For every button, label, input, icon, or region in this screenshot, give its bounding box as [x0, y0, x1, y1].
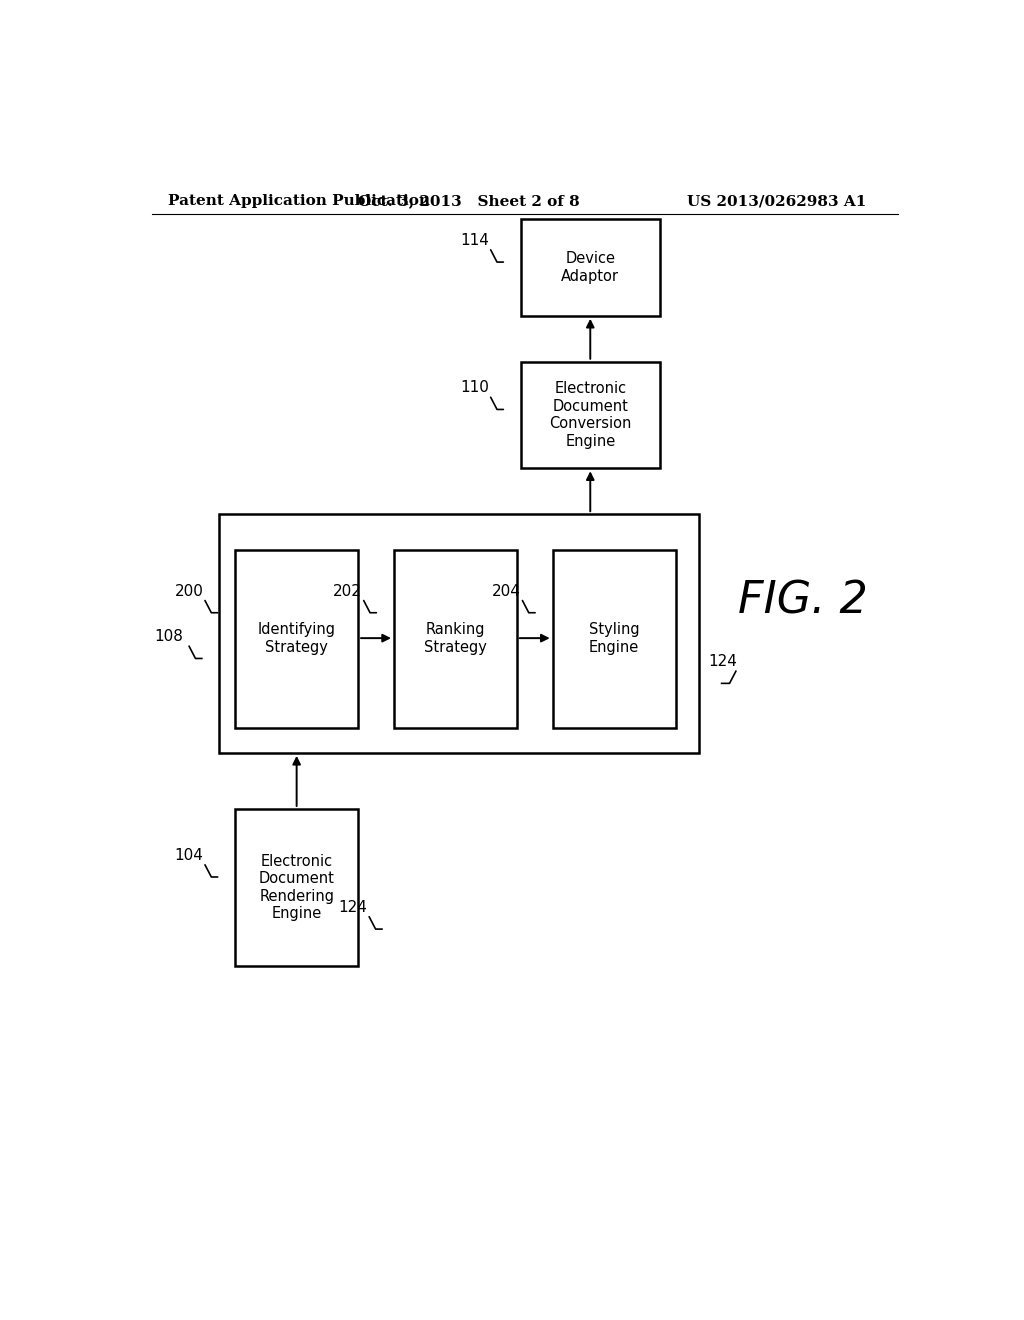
Bar — [236, 549, 358, 727]
Text: 124: 124 — [709, 655, 737, 669]
Bar — [394, 549, 517, 727]
Text: Oct. 3, 2013   Sheet 2 of 8: Oct. 3, 2013 Sheet 2 of 8 — [358, 194, 581, 209]
Text: 204: 204 — [492, 583, 521, 598]
Text: Electronic
Document
Rendering
Engine: Electronic Document Rendering Engine — [259, 854, 335, 921]
Bar — [219, 515, 699, 752]
Text: 110: 110 — [460, 380, 489, 395]
Text: 114: 114 — [460, 232, 489, 248]
Bar — [236, 809, 358, 966]
Text: Device
Adaptor: Device Adaptor — [561, 252, 620, 284]
Text: Electronic
Document
Conversion
Engine: Electronic Document Conversion Engine — [549, 381, 632, 449]
Text: Patent Application Publication: Patent Application Publication — [168, 194, 430, 209]
Bar — [521, 219, 659, 315]
Text: US 2013/0262983 A1: US 2013/0262983 A1 — [687, 194, 866, 209]
Text: 124: 124 — [339, 900, 368, 915]
Text: Ranking
Strategy: Ranking Strategy — [424, 623, 486, 655]
Text: 104: 104 — [174, 847, 204, 863]
Text: FIG. 2: FIG. 2 — [737, 579, 867, 622]
Text: 108: 108 — [155, 630, 183, 644]
Text: 202: 202 — [333, 583, 362, 598]
Bar — [521, 362, 659, 469]
Text: Styling
Engine: Styling Engine — [589, 623, 639, 655]
Bar — [553, 549, 676, 727]
Text: 200: 200 — [174, 583, 204, 598]
Text: Identifying
Strategy: Identifying Strategy — [258, 623, 336, 655]
